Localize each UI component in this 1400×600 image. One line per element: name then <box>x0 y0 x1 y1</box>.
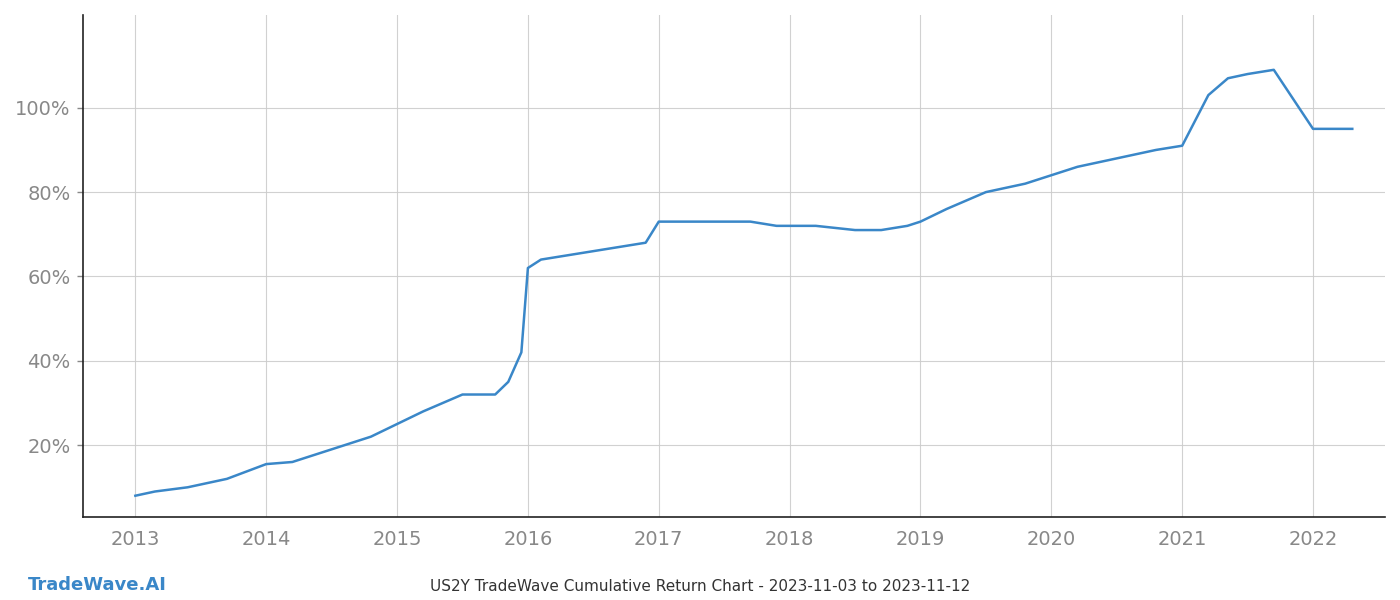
Text: US2Y TradeWave Cumulative Return Chart - 2023-11-03 to 2023-11-12: US2Y TradeWave Cumulative Return Chart -… <box>430 579 970 594</box>
Text: TradeWave.AI: TradeWave.AI <box>28 576 167 594</box>
